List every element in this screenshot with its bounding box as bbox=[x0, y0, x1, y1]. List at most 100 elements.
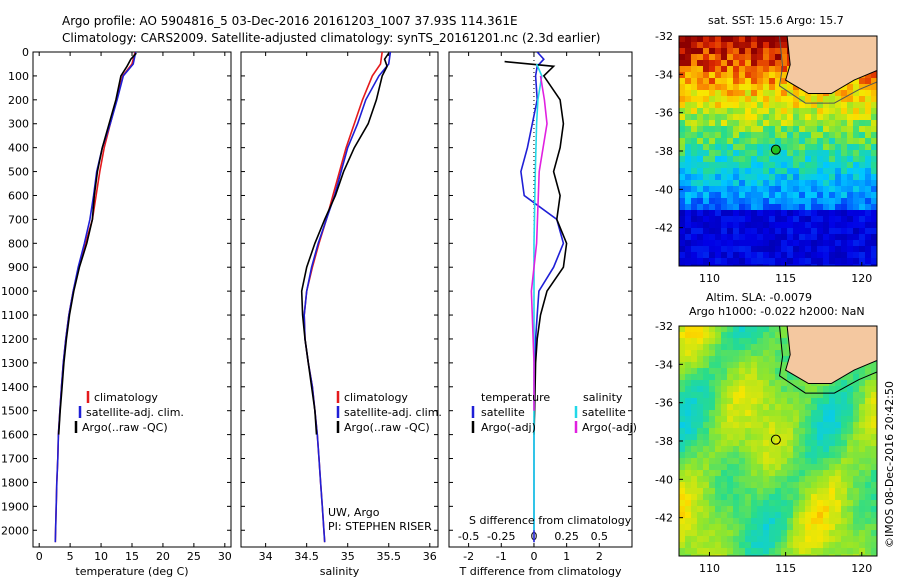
map-cell bbox=[691, 90, 697, 96]
map-cell bbox=[835, 506, 841, 512]
map-cell bbox=[841, 482, 847, 488]
map-cell bbox=[841, 410, 847, 416]
map-cell bbox=[859, 506, 865, 512]
map-cell bbox=[865, 126, 871, 132]
map-cell bbox=[817, 156, 823, 162]
map-cell bbox=[829, 452, 835, 458]
map-cell bbox=[871, 198, 877, 204]
map-cell bbox=[685, 368, 691, 374]
map-cell bbox=[829, 192, 835, 198]
map-cell bbox=[841, 512, 847, 518]
map-cell bbox=[835, 470, 841, 476]
map-cell bbox=[787, 536, 793, 542]
map-cell bbox=[691, 162, 697, 168]
y-tick-label: -32 bbox=[655, 30, 673, 43]
map-cell bbox=[715, 216, 721, 222]
map-cell bbox=[691, 500, 697, 506]
map-cell bbox=[841, 162, 847, 168]
map-cell bbox=[739, 114, 745, 120]
map-cell bbox=[823, 404, 829, 410]
map-cell bbox=[703, 362, 709, 368]
map-cell bbox=[871, 138, 877, 144]
map-cell bbox=[763, 84, 769, 90]
map-cell bbox=[715, 156, 721, 162]
map-cell bbox=[781, 404, 787, 410]
map-cell bbox=[721, 246, 727, 252]
map-cell bbox=[811, 554, 817, 556]
map-cell bbox=[733, 216, 739, 222]
map-cell bbox=[739, 422, 745, 428]
map-cell bbox=[685, 476, 691, 482]
map-cell bbox=[697, 222, 703, 228]
map-cell bbox=[763, 494, 769, 500]
map-cell bbox=[733, 228, 739, 234]
map-cell bbox=[787, 470, 793, 476]
map-cell bbox=[721, 72, 727, 78]
map-cell bbox=[811, 434, 817, 440]
map-cell bbox=[691, 386, 697, 392]
map-cell bbox=[835, 228, 841, 234]
map-cell bbox=[751, 548, 757, 554]
x-tick-label: 34.5 bbox=[294, 550, 319, 563]
map-cell bbox=[817, 180, 823, 186]
map-cell bbox=[829, 114, 835, 120]
map-cell bbox=[805, 548, 811, 554]
map-cell bbox=[865, 542, 871, 548]
map-cell bbox=[841, 374, 847, 380]
map-cell bbox=[775, 524, 781, 530]
map-cell bbox=[703, 350, 709, 356]
map-cell bbox=[715, 48, 721, 54]
map-cell bbox=[841, 150, 847, 156]
map-cell bbox=[685, 66, 691, 72]
map-cell bbox=[727, 380, 733, 386]
map-cell bbox=[835, 192, 841, 198]
map-cell bbox=[697, 96, 703, 102]
map-cell bbox=[703, 512, 709, 518]
map-cell bbox=[841, 192, 847, 198]
map-cell bbox=[793, 192, 799, 198]
map-cell bbox=[817, 470, 823, 476]
map-cell bbox=[799, 222, 805, 228]
map-cell bbox=[835, 210, 841, 216]
map-cell bbox=[679, 332, 685, 338]
map-cell bbox=[751, 404, 757, 410]
map-cell bbox=[829, 102, 835, 108]
y-tick-label: 800 bbox=[8, 237, 29, 250]
map-cell bbox=[817, 108, 823, 114]
map-cell bbox=[733, 36, 739, 42]
map-cell bbox=[763, 126, 769, 132]
map-cell bbox=[685, 84, 691, 90]
s-tick-label: 0.25 bbox=[554, 530, 579, 543]
map-cell bbox=[859, 548, 865, 554]
map-cell bbox=[685, 228, 691, 234]
map-cell bbox=[793, 204, 799, 210]
map-cell bbox=[733, 60, 739, 66]
map-cell bbox=[763, 338, 769, 344]
map-cell bbox=[805, 416, 811, 422]
map-cell bbox=[859, 228, 865, 234]
map-cell bbox=[739, 482, 745, 488]
map-cell bbox=[679, 446, 685, 452]
map-cell bbox=[679, 542, 685, 548]
map-cell bbox=[757, 138, 763, 144]
map-cell bbox=[679, 404, 685, 410]
map-cell bbox=[847, 234, 853, 240]
map-cell bbox=[865, 180, 871, 186]
map-cell bbox=[703, 428, 709, 434]
map-cell bbox=[727, 48, 733, 54]
map-cell bbox=[859, 452, 865, 458]
map-cell bbox=[793, 452, 799, 458]
map-cell bbox=[799, 114, 805, 120]
map-cell bbox=[721, 138, 727, 144]
map-cell bbox=[775, 162, 781, 168]
map-cell bbox=[697, 36, 703, 42]
series-line-argo-raw-qc- bbox=[57, 52, 137, 435]
map-cell bbox=[709, 138, 715, 144]
map-cell bbox=[847, 482, 853, 488]
map-cell bbox=[829, 482, 835, 488]
map-cell bbox=[709, 78, 715, 84]
map-cell bbox=[679, 150, 685, 156]
map-cell bbox=[871, 392, 877, 398]
map-cell bbox=[787, 222, 793, 228]
map-cell bbox=[691, 96, 697, 102]
